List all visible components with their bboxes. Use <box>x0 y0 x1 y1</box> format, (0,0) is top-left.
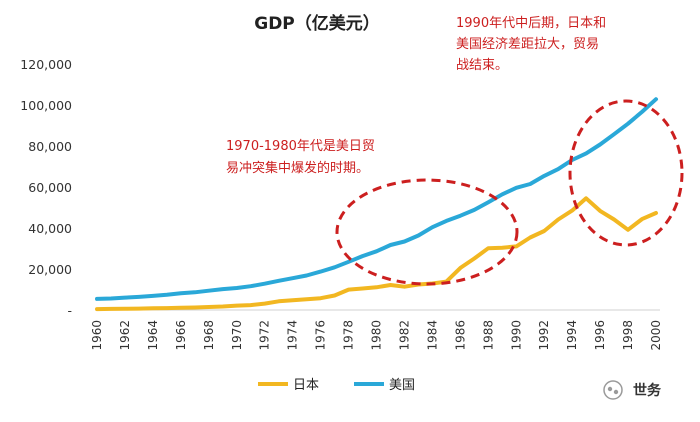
x-tick-label: 1990 <box>509 320 523 351</box>
watermark-logo-icon <box>603 380 623 400</box>
x-tick-label: 1988 <box>481 320 495 351</box>
x-tick-label: 1968 <box>202 320 216 351</box>
series-lines <box>95 97 658 312</box>
y-tick-label: 40,000 <box>28 221 72 236</box>
y-tick-label: 60,000 <box>28 180 72 195</box>
watermark-text: 世务 <box>633 382 662 399</box>
legend-label-usa: 美国 <box>389 378 415 393</box>
x-tick-label: 1992 <box>537 320 551 351</box>
annotation-1970s-line-2: 易冲突集中爆发的时期。 <box>226 160 369 176</box>
x-tick-label: 1972 <box>258 320 272 351</box>
x-tick-label: 1996 <box>593 320 607 351</box>
x-tick-label: 1984 <box>425 320 439 351</box>
x-tick-label: 1978 <box>342 320 356 351</box>
x-tick-label: 1974 <box>286 320 300 351</box>
annotation-1970s-line-1: 1970-1980年代是美日贸 <box>226 139 375 154</box>
y-tick-label: 80,000 <box>28 139 72 154</box>
chart-title: GDP（亿美元） <box>254 13 380 34</box>
x-tick-label: 1986 <box>453 320 467 351</box>
y-tick-label: - <box>67 303 72 318</box>
series-line-usa <box>95 97 658 301</box>
y-axis-ticks: - 20,000 40,000 60,000 80,000 100,000 120,000 <box>20 57 72 318</box>
y-tick-label: 20,000 <box>28 262 72 277</box>
x-tick-label: 1960 <box>90 320 104 351</box>
x-tick-label: 1962 <box>118 320 132 351</box>
x-tick-label: 2000 <box>649 320 663 351</box>
series-line-japan <box>95 196 658 312</box>
highlight-ellipse-1990s <box>568 99 684 247</box>
x-tick-label: 1964 <box>146 320 160 351</box>
x-tick-label: 1976 <box>314 320 328 351</box>
highlight-ellipse-1970s-1980s <box>335 178 519 286</box>
x-tick-label: 1980 <box>370 320 384 351</box>
y-tick-label: 100,000 <box>20 98 72 113</box>
x-tick-label: 1994 <box>565 320 579 351</box>
annotation-1990s: 1990年代中后期，日本和 美国经济差距拉大，贸易 战结束。 <box>456 16 606 73</box>
annotation-1990s-line-3: 战结束。 <box>456 58 508 73</box>
legend-label-japan: 日本 <box>293 378 319 393</box>
x-axis-ticks: 1960 1962 1964 1966 1968 1970 1972 1974 1976 1978… <box>90 320 663 351</box>
annotation-1970s-1980s: 1970-1980年代是美日贸 易冲突集中爆发的时期。 <box>226 139 375 176</box>
x-tick-label: 1970 <box>230 320 244 351</box>
legend: 日本 美国 <box>258 378 415 393</box>
x-tick-label: 1998 <box>621 320 635 351</box>
annotation-1990s-line-1: 1990年代中后期，日本和 <box>456 16 606 31</box>
x-tick-label: 1966 <box>174 320 188 351</box>
y-tick-label: 120,000 <box>20 57 72 72</box>
x-tick-label: 1982 <box>397 320 411 351</box>
watermark: 世务 <box>603 380 662 400</box>
annotation-1990s-line-2: 美国经济差距拉大，贸易 <box>456 37 599 52</box>
